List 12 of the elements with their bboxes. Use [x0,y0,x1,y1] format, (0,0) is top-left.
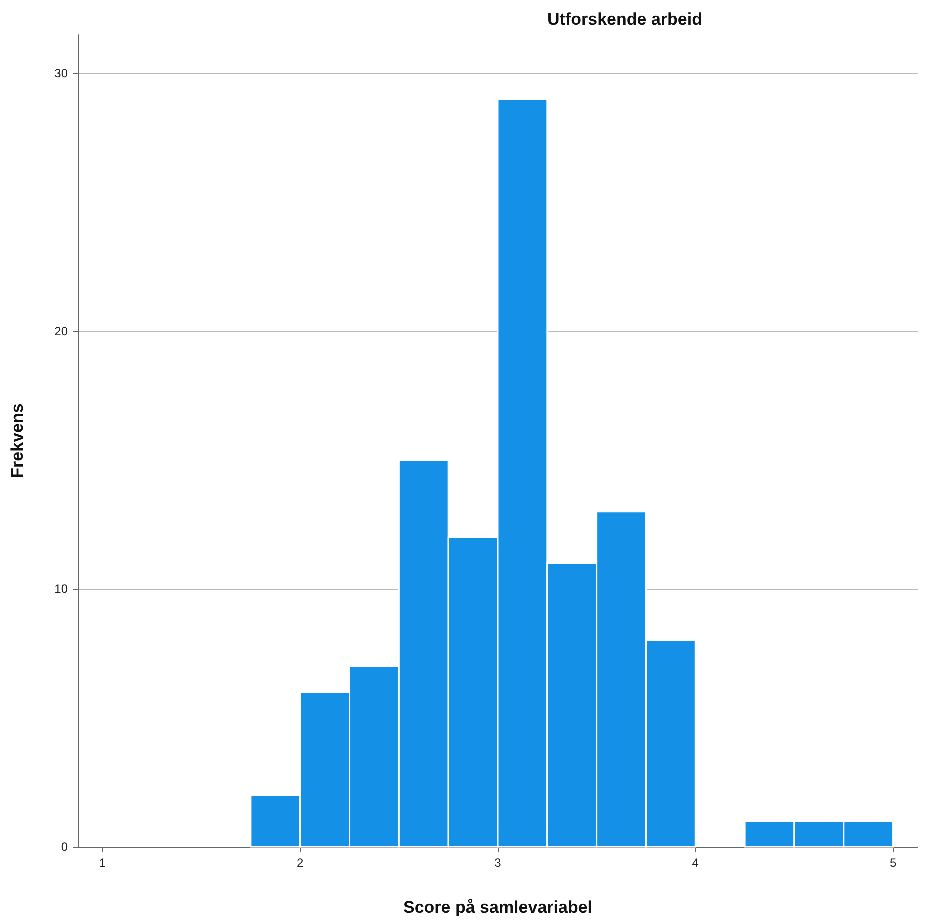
x-tick-label: 3 [494,856,502,870]
chart-title: Utforskende arbeid [548,10,702,29]
y-tick-label: 20 [54,324,68,338]
x-tick-label: 5 [890,856,897,870]
y-tick-label: 10 [54,582,68,596]
x-tick-label: 1 [99,856,106,870]
x-tick-label: 2 [297,856,304,870]
x-tick-label: 4 [692,856,700,870]
y-axis-title: Frekvens [8,404,27,478]
y-tick-label: 0 [61,840,68,854]
x-axis-title: Score på samlevariabel [403,898,593,917]
y-tick-label: 30 [54,66,68,81]
